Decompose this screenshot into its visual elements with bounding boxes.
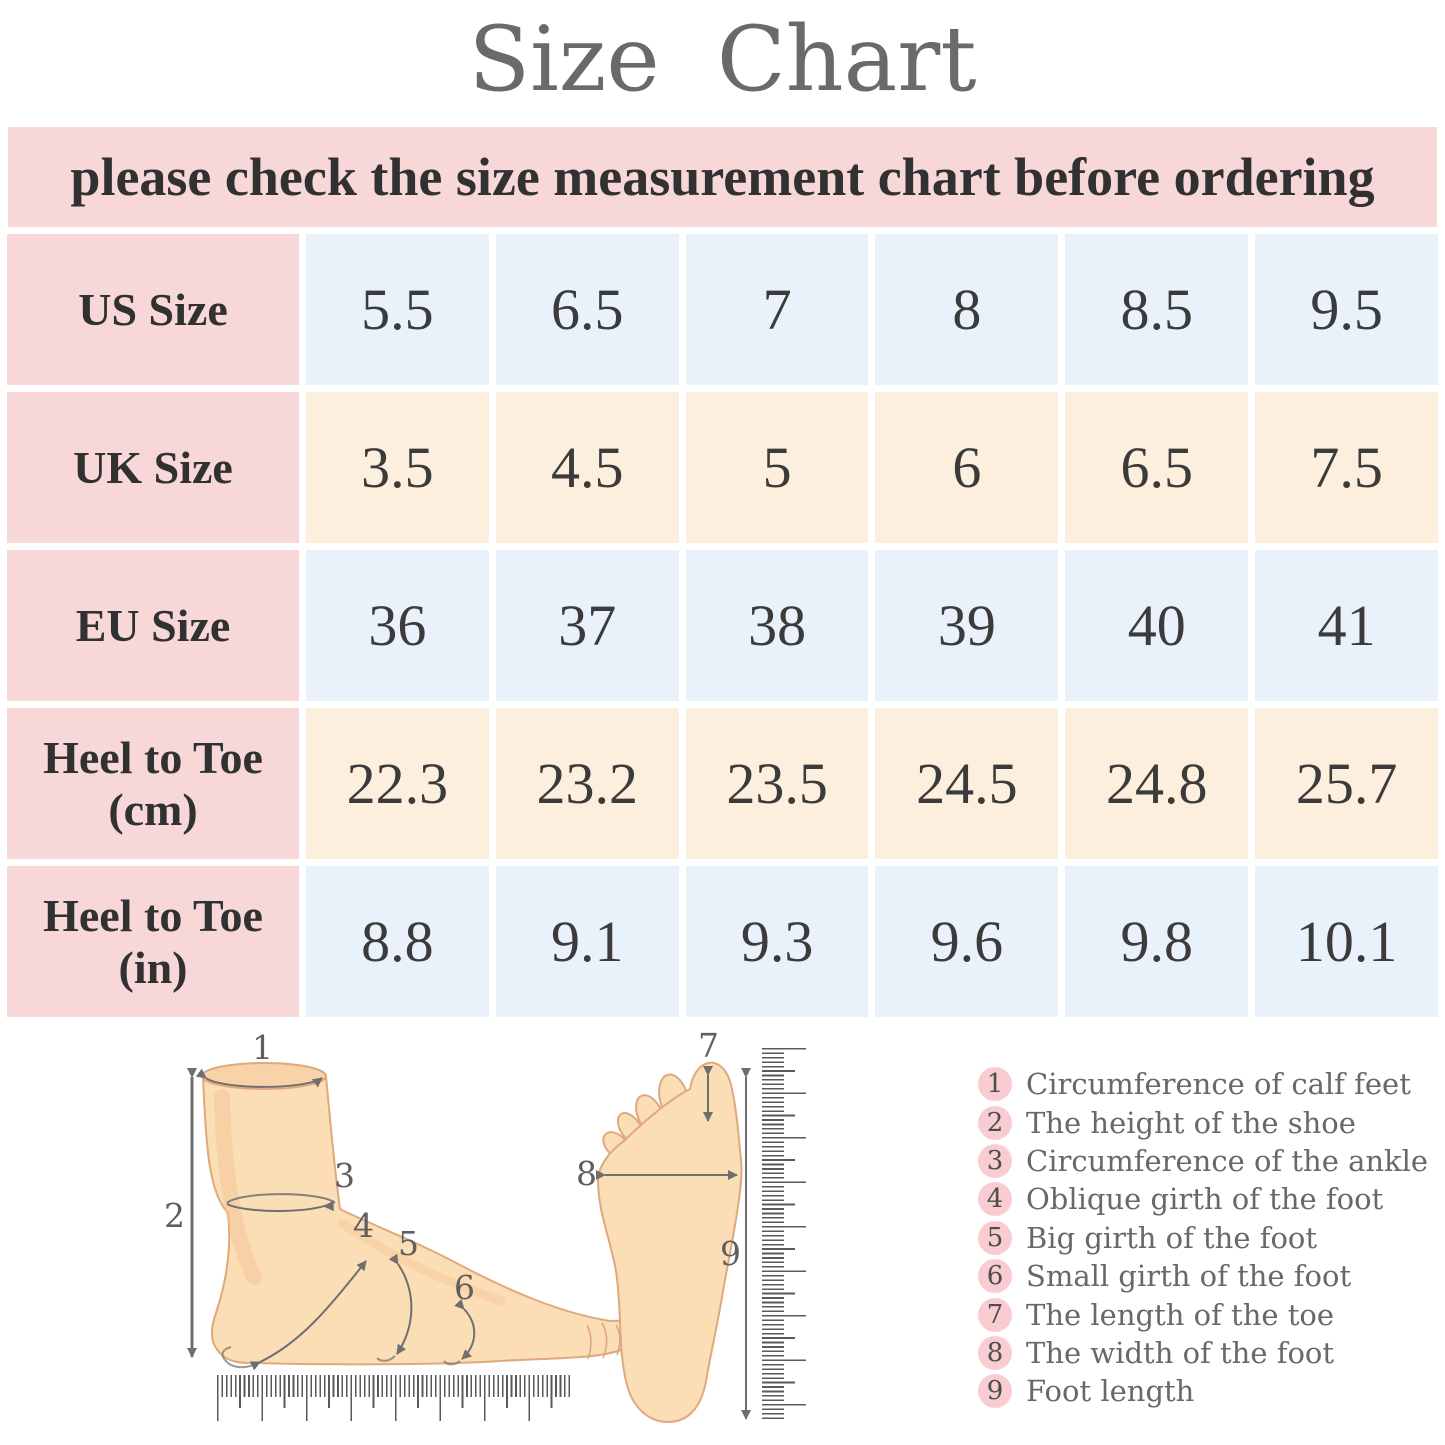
legend-number-badge: 4 <box>978 1182 1012 1217</box>
table-row-heel-to-toe-in: Heel to Toe (in) 8.8 9.1 9.3 9.6 9.8 10.… <box>7 866 1438 1017</box>
legend-item: 1 Circumference of calf feet <box>978 1065 1428 1103</box>
top-view-foot-diagram: 7 8 9 <box>576 1026 751 1424</box>
size-cell: 9.1 <box>495 866 679 1017</box>
size-cell: 4.5 <box>495 392 679 543</box>
size-cell: 25.7 <box>1255 708 1438 859</box>
table-row-heel-to-toe-cm: Heel to Toe (cm) 22.3 23.2 23.5 24.5 24.… <box>7 708 1438 859</box>
size-cell: 23.2 <box>495 708 679 859</box>
legend-item: 7 The length of the toe <box>978 1295 1428 1333</box>
ankle-girth-line <box>226 1200 334 1212</box>
size-cell: 37 <box>495 550 679 701</box>
size-table: US Size 5.5 6.5 7 8 8.5 9.5 UK Size 3.5 … <box>0 227 1445 1024</box>
size-cell: 10.1 <box>1255 866 1438 1017</box>
notice-banner: please check the size measurement chart … <box>8 127 1437 227</box>
size-cell: 9.3 <box>685 866 869 1017</box>
size-cell: 9.6 <box>875 866 1059 1017</box>
legend-item: 2 The height of the shoe <box>978 1103 1428 1141</box>
marker-3: 3 <box>334 1156 355 1195</box>
legend-item-label: Circumference of calf feet <box>1026 1067 1411 1102</box>
row-label-eu-size: EU Size <box>7 550 299 701</box>
size-cell: 9.5 <box>1255 234 1438 385</box>
size-cell: 24.5 <box>875 708 1059 859</box>
legend-item-label: Small girth of the foot <box>1026 1259 1352 1294</box>
size-cell: 3.5 <box>306 392 489 543</box>
legend-item: 4 Oblique girth of the foot <box>978 1180 1428 1218</box>
marker-2: 2 <box>164 1196 185 1235</box>
marker-7: 7 <box>698 1026 719 1065</box>
legend-item: 9 Foot length <box>978 1372 1428 1410</box>
marker-9: 9 <box>720 1234 741 1273</box>
legend-item-label: The height of the shoe <box>1026 1105 1356 1140</box>
horizontal-ruler <box>217 1375 573 1421</box>
legend-item-label: Oblique girth of the foot <box>1026 1182 1384 1217</box>
size-cell: 38 <box>685 550 869 701</box>
oblique-girth-line <box>249 1260 367 1371</box>
row-label-heel-to-toe-cm: Heel to Toe (cm) <box>7 708 299 859</box>
size-cell: 6 <box>875 392 1059 543</box>
marker-6: 6 <box>454 1268 475 1307</box>
size-cell: 36 <box>306 550 489 701</box>
size-cell: 40 <box>1065 550 1249 701</box>
legend-item: 8 The width of the foot <box>978 1334 1428 1372</box>
size-cell: 6.5 <box>495 234 679 385</box>
legend-item: 3 Circumference of the ankle <box>978 1142 1428 1180</box>
legend-number-badge: 6 <box>978 1259 1012 1294</box>
legend-number-badge: 1 <box>978 1067 1012 1102</box>
vertical-ruler <box>762 1048 806 1422</box>
size-cell: 5 <box>685 392 869 543</box>
legend-item-label: Foot length <box>1026 1374 1195 1409</box>
legend-number-badge: 3 <box>978 1143 1012 1178</box>
row-label-heel-to-toe-in: Heel to Toe (in) <box>7 866 299 1017</box>
marker-8: 8 <box>576 1154 597 1193</box>
legend-item-label: The length of the toe <box>1026 1297 1335 1332</box>
page-title: Size Chart <box>468 7 977 112</box>
table-row-eu-size: EU Size 36 37 38 39 40 41 <box>7 550 1438 701</box>
size-cell: 8 <box>875 234 1059 385</box>
legend-item-label: Circumference of the ankle <box>1026 1143 1429 1178</box>
size-cell: 6.5 <box>1065 392 1249 543</box>
measurement-diagram-section: 1 2 3 4 5 6 7 8 9 1 <box>0 1024 1445 1445</box>
legend-number-badge: 7 <box>978 1297 1012 1332</box>
row-label-us-size: US Size <box>7 234 299 385</box>
marker-5: 5 <box>398 1224 419 1263</box>
legend-number-badge: 2 <box>978 1105 1012 1140</box>
big-girth-line <box>388 1253 413 1355</box>
row-label-uk-size: UK Size <box>7 392 299 543</box>
legend-item-label: Big girth of the foot <box>1026 1220 1318 1255</box>
size-cell: 23.5 <box>685 708 869 859</box>
table-row-uk-size: UK Size 3.5 4.5 5 6 6.5 7.5 <box>7 392 1438 543</box>
legend-item: 5 Big girth of the foot <box>978 1219 1428 1257</box>
legend-number-badge: 8 <box>978 1335 1012 1370</box>
size-cell: 5.5 <box>306 234 489 385</box>
size-cell: 22.3 <box>306 708 489 859</box>
table-row-us-size: US Size 5.5 6.5 7 8 8.5 9.5 <box>7 234 1438 385</box>
notice-banner-text: please check the size measurement chart … <box>70 147 1375 207</box>
legend-number-badge: 5 <box>978 1220 1012 1255</box>
marker-4: 4 <box>353 1206 374 1245</box>
size-cell: 39 <box>875 550 1059 701</box>
size-cell: 7 <box>685 234 869 385</box>
legend-item: 6 Small girth of the foot <box>978 1257 1428 1295</box>
size-cell: 9.8 <box>1065 866 1249 1017</box>
size-cell: 41 <box>1255 550 1438 701</box>
side-view-foot-diagram: 1 2 3 4 5 6 <box>164 1028 638 1371</box>
small-girth-line <box>454 1299 476 1360</box>
marker-1: 1 <box>252 1028 273 1067</box>
size-cell: 8.5 <box>1065 234 1249 385</box>
calf-girth-line <box>195 1068 323 1088</box>
size-cell: 7.5 <box>1255 392 1438 543</box>
size-cell: 24.8 <box>1065 708 1249 859</box>
size-cell: 8.8 <box>306 866 489 1017</box>
legend-item-label: The width of the foot <box>1026 1335 1335 1370</box>
measurement-legend: 1 Circumference of calf feet 2 The heigh… <box>978 1065 1428 1411</box>
legend-number-badge: 9 <box>978 1374 1012 1409</box>
